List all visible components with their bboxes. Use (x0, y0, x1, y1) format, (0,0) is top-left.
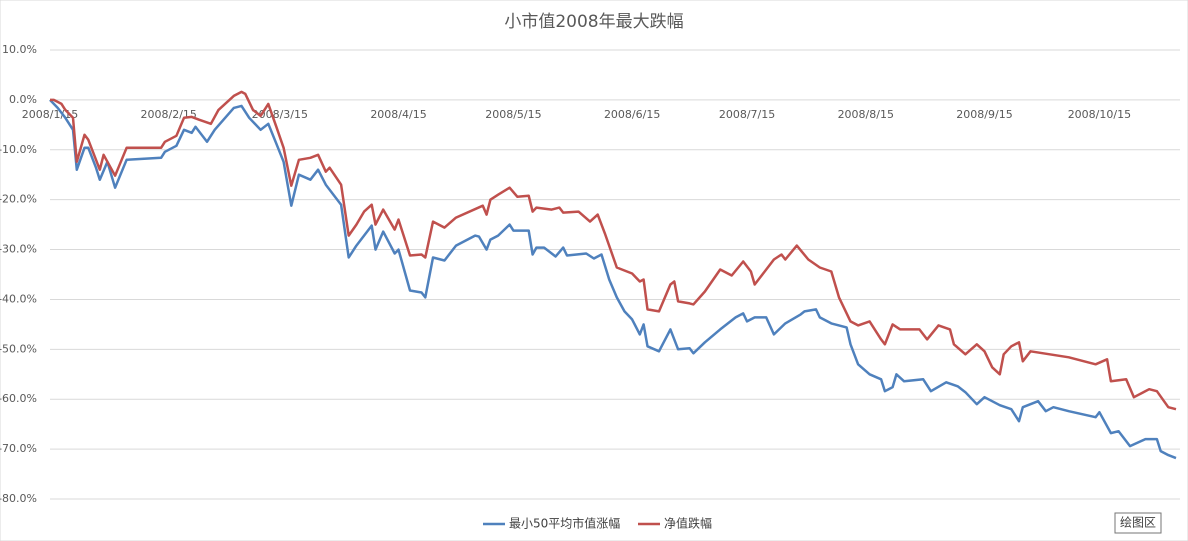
x-tick-label: 2008/6/15 (604, 108, 660, 121)
x-tick-label: 2008/8/15 (838, 108, 894, 121)
y-tick-label: -20.0% (0, 193, 37, 206)
y-tick-label: -40.0% (0, 292, 37, 305)
y-tick-label: -10.0% (0, 143, 37, 156)
y-tick-label: -50.0% (0, 342, 37, 355)
y-tick-label: 0.0% (9, 93, 37, 106)
series-line (49, 99, 1177, 460)
x-tick-label: 2008/9/15 (956, 108, 1012, 121)
y-tick-label: -60.0% (0, 392, 37, 405)
y-tick-label: -30.0% (0, 243, 37, 256)
y-tick-label: 10.0% (2, 43, 37, 56)
series-line (50, 90, 1177, 411)
x-tick-label: 2008/5/15 (485, 108, 541, 121)
legend-label: 净值跌幅 (664, 516, 712, 531)
x-tick-label: 2008/2/15 (141, 108, 197, 121)
tooltip: 绘图区 (1120, 515, 1156, 530)
chart-title: 小市值2008年最大跌幅 (504, 12, 683, 32)
tooltip-box (1114, 512, 1162, 534)
x-tick-label: 2008/4/15 (370, 108, 426, 121)
legend-label: 最小50平均市值涨幅 (509, 516, 620, 531)
x-tick-label: 2008/3/15 (252, 108, 308, 121)
x-tick-label: 2008/7/15 (719, 108, 775, 121)
y-tick-label: -70.0% (0, 442, 37, 455)
x-tick-label: 2008/10/15 (1068, 108, 1131, 121)
y-tick-label: -80.0% (0, 492, 37, 505)
